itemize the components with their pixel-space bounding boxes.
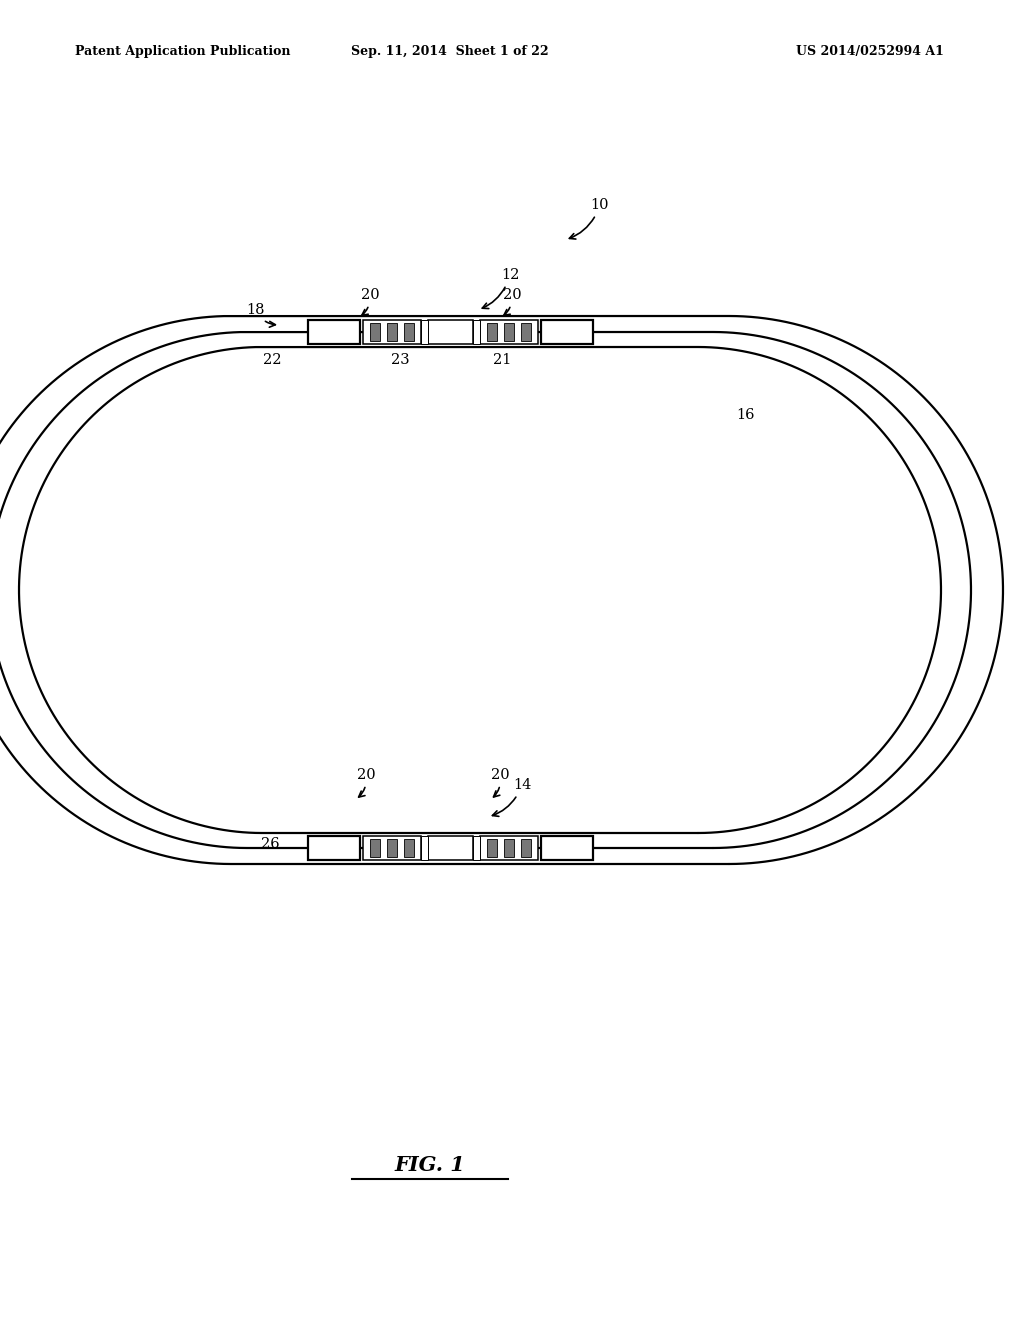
Text: FIG. 1: FIG. 1 xyxy=(394,1155,465,1175)
Bar xyxy=(520,840,530,857)
Bar xyxy=(307,836,359,861)
Bar xyxy=(386,323,396,341)
Text: 20: 20 xyxy=(356,768,376,797)
Bar xyxy=(520,323,530,341)
Text: 25: 25 xyxy=(490,837,509,851)
Bar xyxy=(403,323,414,341)
Text: 20: 20 xyxy=(503,288,521,315)
Text: Sep. 11, 2014  Sheet 1 of 22: Sep. 11, 2014 Sheet 1 of 22 xyxy=(351,45,549,58)
Bar xyxy=(421,836,427,861)
Bar xyxy=(486,840,497,857)
Text: 14: 14 xyxy=(493,777,531,816)
Text: 26: 26 xyxy=(261,837,280,851)
Text: 24: 24 xyxy=(390,837,409,851)
Bar xyxy=(307,319,359,345)
Text: 20: 20 xyxy=(490,768,509,797)
Text: 16: 16 xyxy=(736,408,755,422)
Bar xyxy=(504,323,513,341)
Text: 22: 22 xyxy=(263,352,282,367)
Bar xyxy=(472,319,479,345)
Text: 23: 23 xyxy=(391,352,410,367)
Bar xyxy=(427,319,472,345)
Bar xyxy=(472,836,479,861)
Text: 12: 12 xyxy=(482,268,519,309)
Bar xyxy=(479,319,538,345)
Bar xyxy=(504,840,513,857)
Text: US 2014/0252994 A1: US 2014/0252994 A1 xyxy=(796,45,944,58)
Text: 18: 18 xyxy=(246,304,275,327)
Bar xyxy=(362,836,421,861)
Bar xyxy=(421,319,427,345)
Bar xyxy=(479,836,538,861)
Bar xyxy=(370,840,380,857)
Text: 10: 10 xyxy=(569,198,609,239)
Bar xyxy=(403,840,414,857)
Text: 21: 21 xyxy=(493,352,511,367)
Text: 20: 20 xyxy=(360,288,379,315)
Bar xyxy=(427,836,472,861)
Bar xyxy=(386,840,396,857)
Text: Patent Application Publication: Patent Application Publication xyxy=(75,45,291,58)
Bar xyxy=(486,323,497,341)
Bar xyxy=(370,323,380,341)
Bar xyxy=(541,319,593,345)
Bar xyxy=(541,836,593,861)
Bar xyxy=(362,319,421,345)
